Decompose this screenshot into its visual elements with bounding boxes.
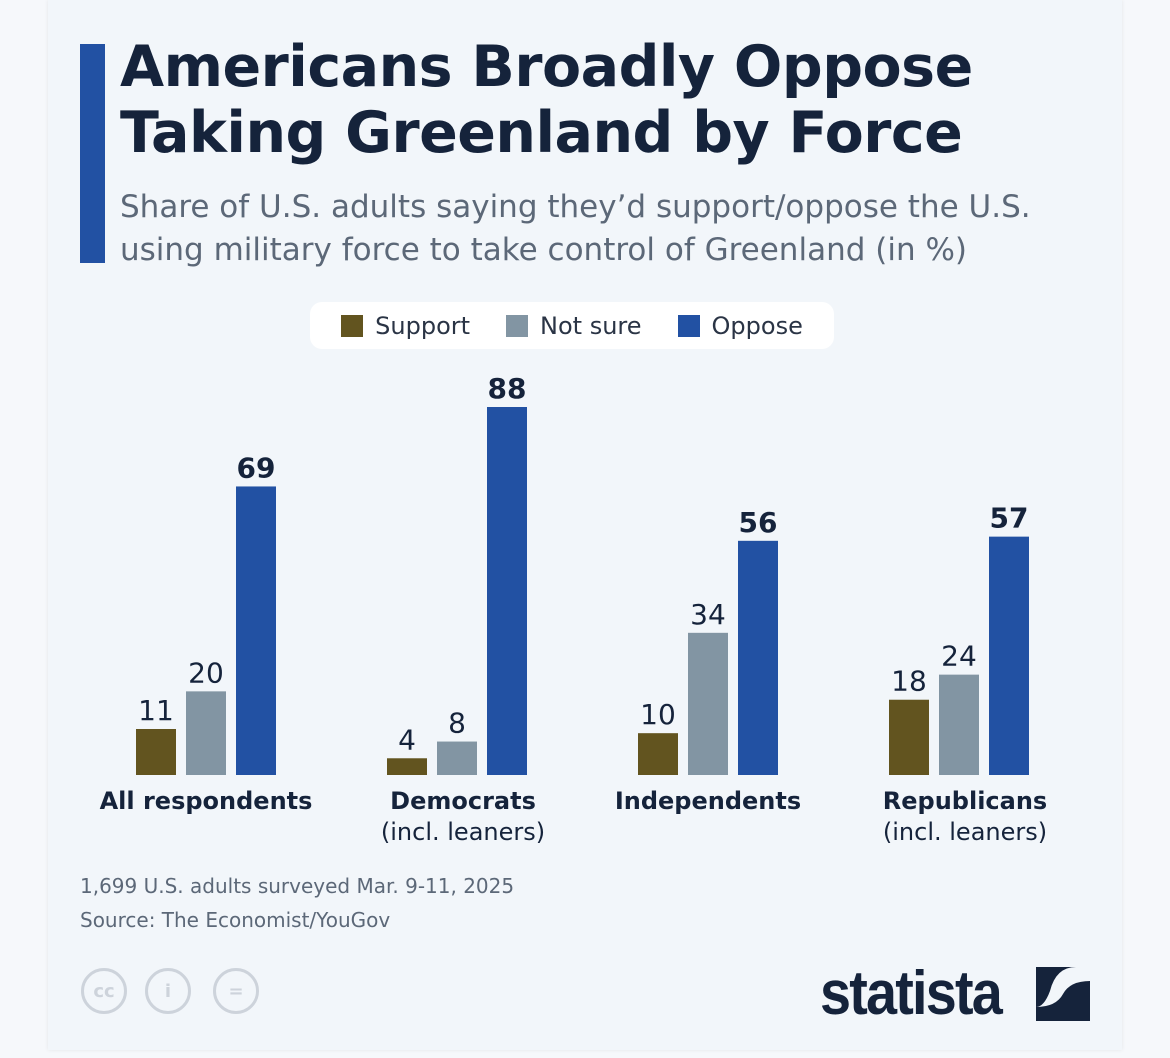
data-label: 11 <box>138 694 174 727</box>
chart-card <box>48 0 1122 1050</box>
bar-not-sure <box>437 741 477 775</box>
source-note[interactable]: Source: The Economist/YouGov <box>80 908 391 932</box>
legend-label: Not sure <box>540 311 642 340</box>
title-accent-bar <box>80 44 105 263</box>
data-label: 20 <box>188 656 224 689</box>
chart-subtitle: Share of U.S. adults saying they’d suppo… <box>120 186 1031 272</box>
category-label: Democrats (incl. leaners) <box>380 787 546 846</box>
subtitle-line: using military force to take control of … <box>120 232 968 268</box>
legend-label: Oppose <box>711 311 803 340</box>
category-label: Republicans (incl. leaners) <box>882 787 1048 846</box>
category-label: Independents <box>614 787 802 815</box>
bar-not-sure <box>688 632 728 775</box>
data-label: 88 <box>488 372 527 405</box>
legend-swatch <box>341 314 364 337</box>
bar-not-sure <box>186 691 226 775</box>
cc-icon[interactable]: cc <box>81 968 127 1014</box>
bar-support <box>638 733 678 775</box>
statista-logo[interactable]: statista <box>820 959 1003 1028</box>
bar-support <box>136 729 176 775</box>
legend-item-oppose: Oppose <box>677 311 803 340</box>
statista-logo-mark <box>1036 967 1090 1021</box>
data-label: 69 <box>237 451 276 484</box>
bar-oppose <box>989 536 1029 775</box>
bar-oppose <box>738 540 778 775</box>
legend-label: Support <box>375 311 471 340</box>
logo-mark-icon <box>1036 967 1090 1021</box>
legend: Support Not sure Oppose <box>310 302 834 349</box>
category-label: All respondents <box>99 787 313 815</box>
data-label: 34 <box>690 598 726 631</box>
bar-support <box>889 699 929 775</box>
data-label: 18 <box>891 665 927 698</box>
legend-item-not-sure: Not sure <box>506 312 642 340</box>
chart-title: Americans Broadly Oppose Taking Greenlan… <box>120 34 973 166</box>
title-line: Americans Broadly Oppose <box>120 34 973 100</box>
data-label: 8 <box>448 707 466 740</box>
bar-support <box>387 758 427 775</box>
legend-swatch <box>506 314 529 337</box>
data-label: 24 <box>941 640 977 673</box>
data-label: 56 <box>739 506 778 539</box>
data-label: 4 <box>398 723 416 756</box>
attribution-icon[interactable]: i <box>145 968 191 1014</box>
legend-item-support: Support <box>341 312 470 340</box>
bar-oppose <box>236 486 276 775</box>
survey-note: 1,699 U.S. adults surveyed Mar. 9-11, 20… <box>80 874 515 898</box>
subtitle-line: Share of U.S. adults saying they’d suppo… <box>120 189 1031 225</box>
title-line: Taking Greenland by Force <box>120 100 963 166</box>
legend-swatch <box>677 314 700 337</box>
no-derivatives-icon[interactable]: = <box>213 968 259 1014</box>
bar-not-sure <box>939 674 979 775</box>
data-label: 10 <box>640 698 676 731</box>
data-label: 57 <box>990 502 1029 535</box>
bar-oppose <box>487 407 527 775</box>
